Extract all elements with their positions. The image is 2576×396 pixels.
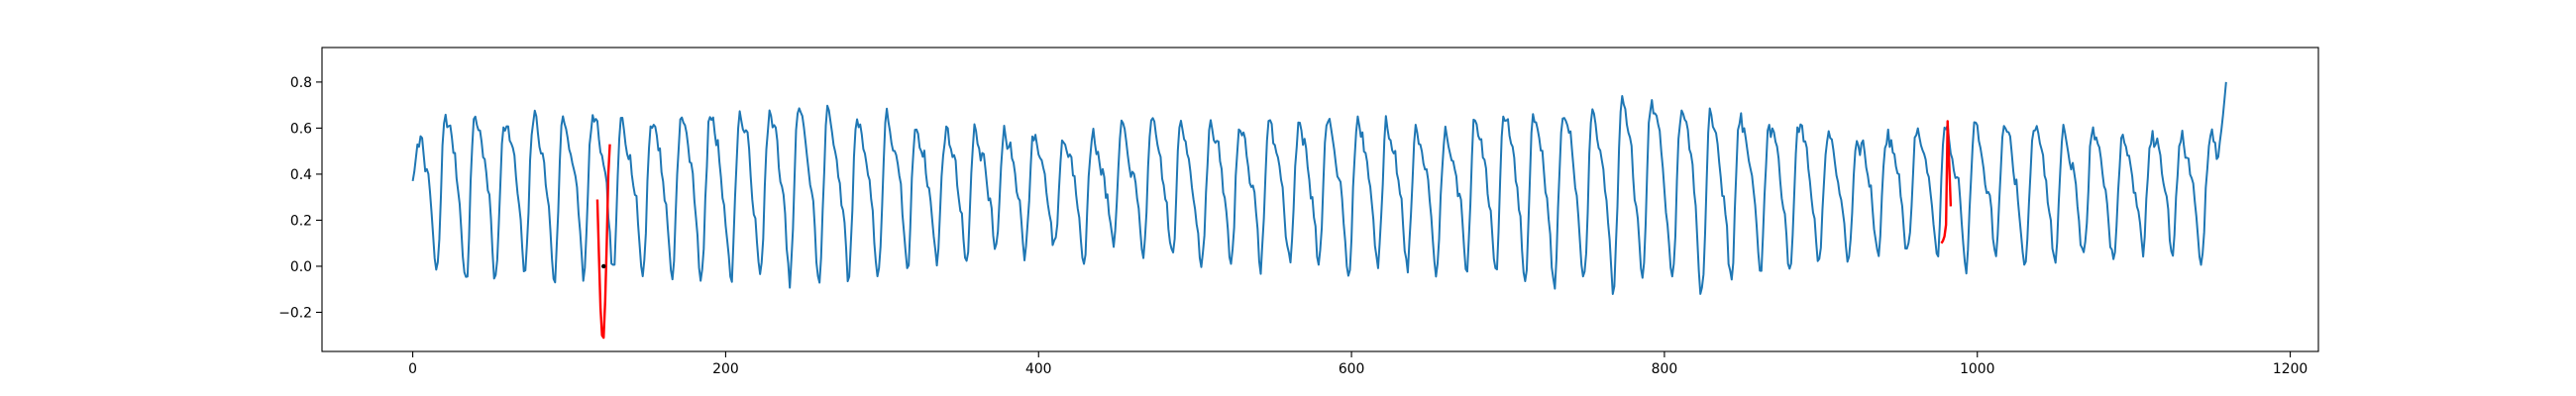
x-tick-label: 200 [712, 361, 739, 377]
series-layer [411, 81, 2227, 340]
series-line-highlight-2 [1940, 120, 1953, 245]
x-tick-label: 800 [1652, 361, 1678, 377]
x-tick-label: 1000 [1960, 361, 1994, 377]
y-tick-label: 0.2 [290, 213, 312, 229]
annotation-point-0 [601, 263, 606, 269]
y-tick-label: 0.4 [290, 167, 312, 183]
x-axis-ticks: 0 200 400 600 800 1000 1200 [408, 351, 2308, 377]
annotation-layer [601, 263, 606, 269]
y-tick-label: 0.8 [290, 75, 312, 91]
y-tick-label: −0.2 [278, 305, 312, 321]
axes-frame [321, 47, 2319, 352]
y-axis-ticks: −0.2 0.0 0.2 0.4 0.6 0.8 [278, 75, 322, 321]
x-tick-label: 600 [1339, 361, 1365, 377]
x-tick-label: 400 [1025, 361, 1052, 377]
x-tick-label: 1200 [2273, 361, 2308, 377]
series-line-main [411, 81, 2227, 295]
x-tick-label: 0 [408, 361, 417, 377]
y-tick-label: 0.6 [290, 121, 312, 137]
y-tick-label: 0.0 [290, 259, 312, 275]
series-line-highlight-1 [595, 144, 611, 340]
